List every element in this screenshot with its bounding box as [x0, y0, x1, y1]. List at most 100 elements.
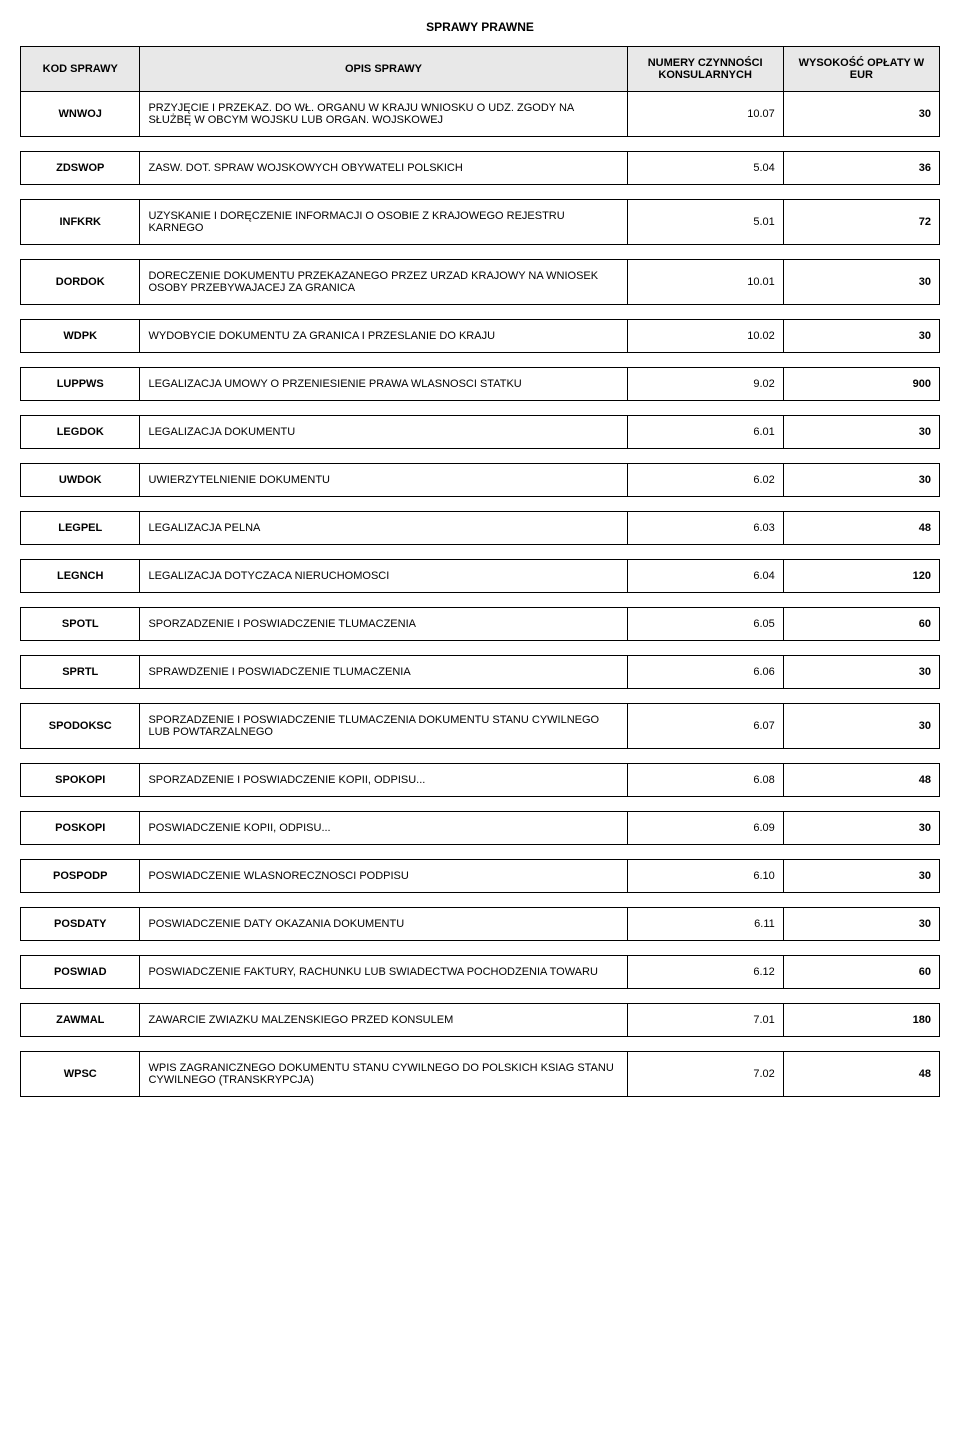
spacer-row — [21, 989, 940, 1004]
cell-desc: SPRAWDZENIE I POSWIADCZENIE TLUMACZENIA — [140, 656, 627, 689]
cell-desc: ZASW. DOT. SPRAW WOJSKOWYCH OBYWATELI PO… — [140, 152, 627, 185]
cell-num: 6.05 — [627, 608, 783, 641]
cell-num: 5.04 — [627, 152, 783, 185]
table-row: WNWOJPRZYJĘCIE I PRZEKAZ. DO WŁ. ORGANU … — [21, 92, 940, 137]
col-header-desc: OPIS SPRAWY — [140, 47, 627, 92]
cell-num: 10.07 — [627, 92, 783, 137]
cell-desc: LEGALIZACJA DOTYCZACA NIERUCHOMOSCI — [140, 560, 627, 593]
spacer-row — [21, 1037, 940, 1052]
spacer-row — [21, 497, 940, 512]
spacer-row — [21, 245, 940, 260]
cell-code: POSDATY — [21, 908, 140, 941]
cell-fee: 120 — [783, 560, 939, 593]
cell-num: 6.06 — [627, 656, 783, 689]
cell-num: 9.02 — [627, 368, 783, 401]
cell-code: SPRTL — [21, 656, 140, 689]
cell-code: LEGPEL — [21, 512, 140, 545]
cell-num: 10.02 — [627, 320, 783, 353]
cell-code: SPODOKSC — [21, 704, 140, 749]
table-row: SPODOKSCSPORZADZENIE I POSWIADCZENIE TLU… — [21, 704, 940, 749]
table-row: WDPKWYDOBYCIE DOKUMENTU ZA GRANICA I PRZ… — [21, 320, 940, 353]
spacer-row — [21, 893, 940, 908]
table-row: SPOKOPISPORZADZENIE I POSWIADCZENIE KOPI… — [21, 764, 940, 797]
cell-code: DORDOK — [21, 260, 140, 305]
cell-desc: ZAWARCIE ZWIAZKU MALZENSKIEGO PRZED KONS… — [140, 1004, 627, 1037]
table-row: POSWIADPOSWIADCZENIE FAKTURY, RACHUNKU L… — [21, 956, 940, 989]
spacer-row — [21, 305, 940, 320]
spacer-row — [21, 545, 940, 560]
cell-code: WNWOJ — [21, 92, 140, 137]
table-row: LEGPELLEGALIZACJA PELNA6.0348 — [21, 512, 940, 545]
cell-num: 6.12 — [627, 956, 783, 989]
table-row: LEGNCHLEGALIZACJA DOTYCZACA NIERUCHOMOSC… — [21, 560, 940, 593]
table-row: DORDOKDORECZENIE DOKUMENTU PRZEKAZANEGO … — [21, 260, 940, 305]
cell-fee: 30 — [783, 92, 939, 137]
table-row: INFKRKUZYSKANIE I DORĘCZENIE INFORMACJI … — [21, 200, 940, 245]
cell-fee: 30 — [783, 812, 939, 845]
cell-code: SPOTL — [21, 608, 140, 641]
cell-fee: 30 — [783, 416, 939, 449]
cell-desc: PRZYJĘCIE I PRZEKAZ. DO WŁ. ORGANU W KRA… — [140, 92, 627, 137]
cell-desc: SPORZADZENIE I POSWIADCZENIE KOPII, ODPI… — [140, 764, 627, 797]
spacer-row — [21, 797, 940, 812]
cell-fee: 30 — [783, 656, 939, 689]
table-row: UWDOKUWIERZYTELNIENIE DOKUMENTU6.0230 — [21, 464, 940, 497]
cell-desc: WYDOBYCIE DOKUMENTU ZA GRANICA I PRZESLA… — [140, 320, 627, 353]
spacer-row — [21, 353, 940, 368]
page-title: SPRAWY PRAWNE — [20, 20, 940, 34]
cell-num: 6.07 — [627, 704, 783, 749]
cell-fee: 180 — [783, 1004, 939, 1037]
cell-num: 6.04 — [627, 560, 783, 593]
spacer-row — [21, 845, 940, 860]
cell-desc: SPORZADZENIE I POSWIADCZENIE TLUMACZENIA… — [140, 704, 627, 749]
cell-desc: DORECZENIE DOKUMENTU PRZEKAZANEGO PRZEZ … — [140, 260, 627, 305]
cell-desc: POSWIADCZENIE FAKTURY, RACHUNKU LUB SWIA… — [140, 956, 627, 989]
cell-code: WPSC — [21, 1052, 140, 1097]
cell-num: 6.09 — [627, 812, 783, 845]
cell-desc: UZYSKANIE I DORĘCZENIE INFORMACJI O OSOB… — [140, 200, 627, 245]
cell-code: INFKRK — [21, 200, 140, 245]
cell-fee: 60 — [783, 956, 939, 989]
cell-fee: 30 — [783, 464, 939, 497]
cell-desc: LEGALIZACJA PELNA — [140, 512, 627, 545]
cell-code: LEGDOK — [21, 416, 140, 449]
table-row: LUPPWSLEGALIZACJA UMOWY O PRZENIESIENIE … — [21, 368, 940, 401]
table-row: POSKOPIPOSWIADCZENIE KOPII, ODPISU...6.0… — [21, 812, 940, 845]
cell-num: 7.01 — [627, 1004, 783, 1037]
spacer-row — [21, 749, 940, 764]
table-row: WPSCWPIS ZAGRANICZNEGO DOKUMENTU STANU C… — [21, 1052, 940, 1097]
cell-desc: SPORZADZENIE I POSWIADCZENIE TLUMACZENIA — [140, 608, 627, 641]
spacer-row — [21, 593, 940, 608]
cell-code: UWDOK — [21, 464, 140, 497]
spacer-row — [21, 689, 940, 704]
cell-fee: 900 — [783, 368, 939, 401]
cell-desc: POSWIADCZENIE WLASNORECZNOSCI PODPISU — [140, 860, 627, 893]
table-row: POSPODPPOSWIADCZENIE WLASNORECZNOSCI POD… — [21, 860, 940, 893]
cell-fee: 36 — [783, 152, 939, 185]
cell-code: LUPPWS — [21, 368, 140, 401]
cell-desc: LEGALIZACJA DOKUMENTU — [140, 416, 627, 449]
cell-num: 6.01 — [627, 416, 783, 449]
cell-fee: 30 — [783, 908, 939, 941]
cell-desc: POSWIADCZENIE DATY OKAZANIA DOKUMENTU — [140, 908, 627, 941]
cell-desc: WPIS ZAGRANICZNEGO DOKUMENTU STANU CYWIL… — [140, 1052, 627, 1097]
col-header-code: KOD SPRAWY — [21, 47, 140, 92]
cell-fee: 30 — [783, 260, 939, 305]
cell-code: POSKOPI — [21, 812, 140, 845]
cell-code: WDPK — [21, 320, 140, 353]
table-row: SPOTLSPORZADZENIE I POSWIADCZENIE TLUMAC… — [21, 608, 940, 641]
cell-fee: 72 — [783, 200, 939, 245]
spacer-row — [21, 641, 940, 656]
cell-fee: 30 — [783, 860, 939, 893]
cell-num: 6.08 — [627, 764, 783, 797]
cell-fee: 60 — [783, 608, 939, 641]
cell-num: 6.03 — [627, 512, 783, 545]
cell-num: 6.10 — [627, 860, 783, 893]
cell-code: POSPODP — [21, 860, 140, 893]
cell-num: 7.02 — [627, 1052, 783, 1097]
spacer-row — [21, 941, 940, 956]
cell-num: 5.01 — [627, 200, 783, 245]
cell-code: SPOKOPI — [21, 764, 140, 797]
col-header-num: NUMERY CZYNNOŚCI KONSULARNYCH — [627, 47, 783, 92]
table-row: LEGDOKLEGALIZACJA DOKUMENTU6.0130 — [21, 416, 940, 449]
